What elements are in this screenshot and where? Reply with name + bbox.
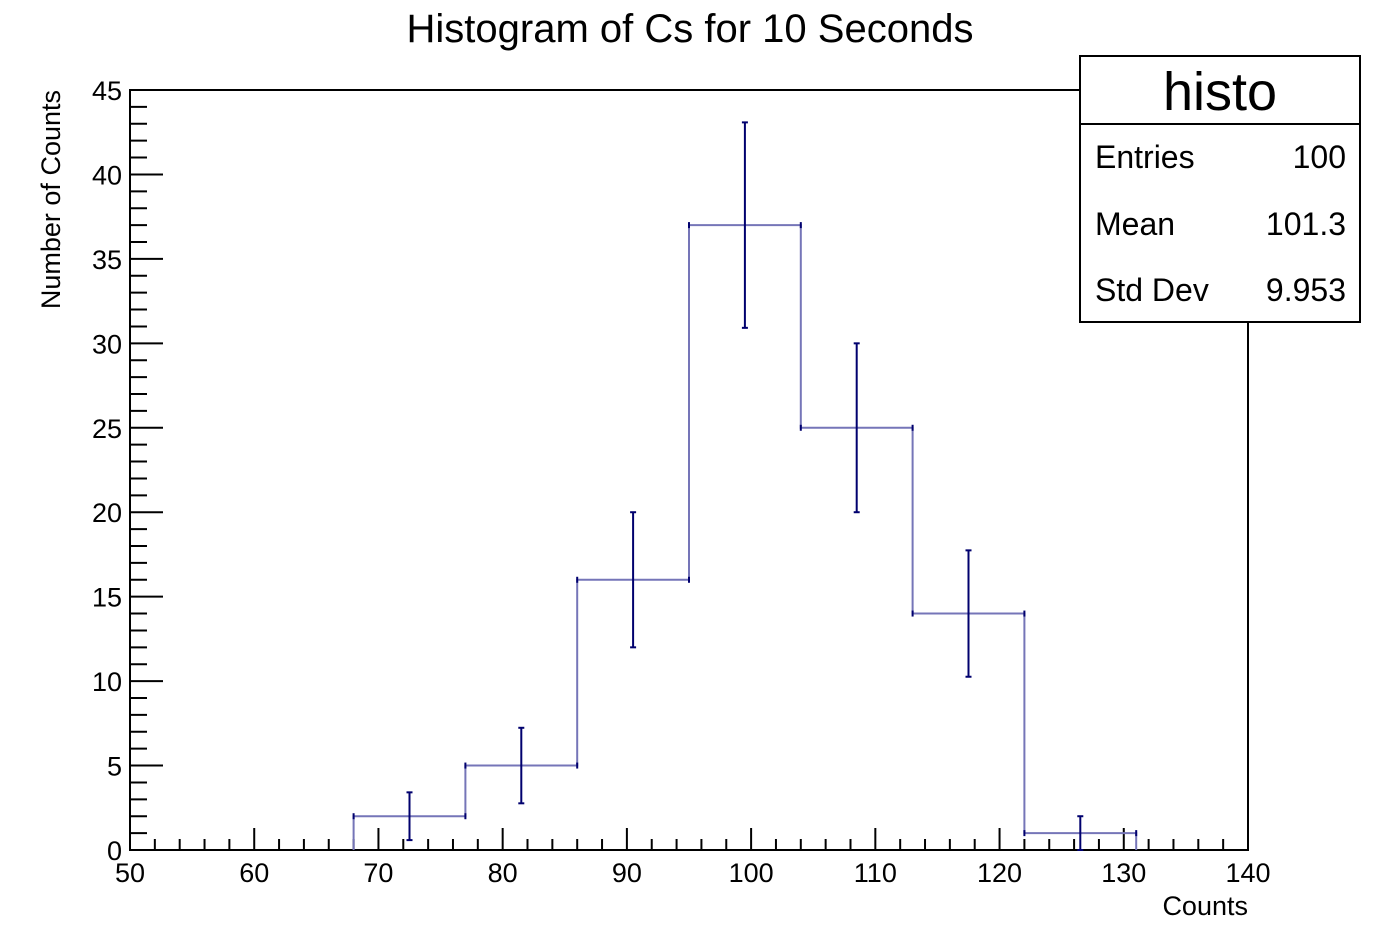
y-tick-label: 25 <box>92 414 122 444</box>
stats-stddev-value: 9.953 <box>1266 272 1346 308</box>
x-tick-label: 100 <box>729 858 774 888</box>
x-tick-label: 60 <box>239 858 269 888</box>
x-axis-label: Counts <box>1162 891 1248 921</box>
y-tick-label: 15 <box>92 583 122 613</box>
x-tick-label: 70 <box>363 858 393 888</box>
stats-stddev-label: Std Dev <box>1095 272 1209 308</box>
y-tick-label: 40 <box>92 160 122 190</box>
y-tick-label: 0 <box>107 836 122 866</box>
x-tick-label: 130 <box>1101 858 1146 888</box>
x-tick-label: 110 <box>854 858 897 888</box>
y-tick-label: 10 <box>92 667 122 697</box>
bin-error-bar <box>911 549 1026 678</box>
bin-error-bar <box>464 726 579 805</box>
x-tick-label: 90 <box>612 858 642 888</box>
error-bars <box>352 121 1138 851</box>
stats-entries-value: 100 <box>1293 139 1346 175</box>
stats-box-title: histo <box>1163 62 1277 122</box>
x-tick-label: 120 <box>977 858 1022 888</box>
plot-frame <box>129 89 1249 851</box>
x-tick-label: 80 <box>488 858 518 888</box>
axes: 50 60 70 80 90 100 110 120 130 140 0 5 10 15 20 25 30 35 4… <box>92 76 1271 888</box>
stats-box-frame <box>1079 55 1361 323</box>
y-tick-label: 30 <box>92 329 122 359</box>
chart-title: Histogram of Cs for 10 Seconds <box>407 7 974 51</box>
stats-entries-label: Entries <box>1095 139 1195 175</box>
stats-box: histo Entries 100 Mean 101.3 Std Dev 9.9… <box>1079 55 1361 323</box>
y-axis-label: Number of Counts <box>36 90 66 309</box>
x-tick-label: 50 <box>115 858 145 888</box>
y-tick-label: 5 <box>107 752 122 782</box>
y-tick-label: 35 <box>92 245 122 275</box>
stats-mean-value: 101.3 <box>1266 206 1346 242</box>
stats-mean-label: Mean <box>1095 206 1175 242</box>
bin-error-bar <box>1023 815 1138 851</box>
bin-error-bar <box>799 342 914 514</box>
x-tick-label: 140 <box>1225 858 1270 888</box>
y-tick-label: 45 <box>92 76 122 106</box>
bin-error-bar <box>576 511 690 649</box>
bin-error-bar <box>352 791 467 842</box>
bin-error-bar <box>688 121 802 329</box>
y-tick-label: 20 <box>92 498 122 528</box>
